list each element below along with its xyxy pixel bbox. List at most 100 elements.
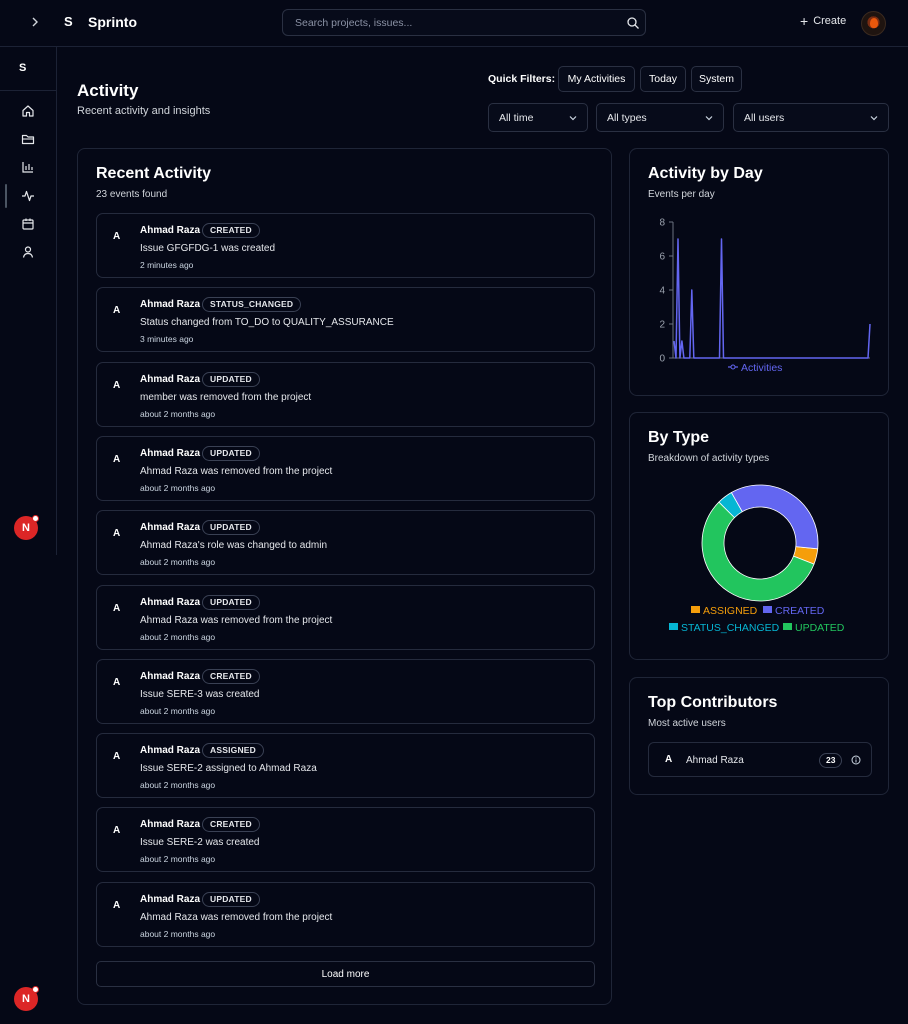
info-icon[interactable] [851, 755, 861, 765]
activity-user: Ahmad Raza [140, 670, 201, 682]
activity-time: about 2 months ago [140, 705, 216, 716]
by-type-subtitle: Breakdown of activity types [648, 453, 770, 464]
sidebar-logo[interactable]: S [19, 62, 27, 74]
sidebar-divider [0, 90, 57, 91]
activity-avatar: A [113, 751, 121, 763]
activity-item[interactable]: A Ahmad Raza CREATED Issue GFGFDG-1 was cre… [96, 213, 595, 278]
activity-time: about 2 months ago [140, 928, 216, 939]
search-box[interactable] [282, 9, 646, 36]
user-icon[interactable] [19, 243, 37, 261]
by-type-card: By Type Breakdown of activity types ASSI… [629, 412, 889, 660]
page-subtitle: Recent activity and insights [77, 105, 211, 117]
notification-badge-bottom[interactable]: N [14, 986, 39, 1011]
activity-time: 3 minutes ago [140, 334, 194, 345]
page-title: Activity [77, 81, 139, 100]
load-more-button[interactable]: Load more [96, 961, 595, 987]
notification-badge[interactable]: N [14, 515, 39, 540]
y-tick-label: 6 [659, 252, 665, 263]
filter-today-button[interactable]: Today [640, 66, 686, 92]
activity-item[interactable]: A Ahmad Raza UPDATED member was removed fro… [96, 361, 595, 427]
activity-time: about 2 months ago [140, 780, 216, 791]
activity-item[interactable]: A Ahmad Raza UPDATED Ahmad Raza was removed… [96, 584, 595, 650]
activity-icon[interactable] [19, 187, 37, 205]
contributor-avatar: A [665, 754, 673, 765]
activity-time: about 2 months ago [140, 408, 216, 419]
activity-type-badge: CREATED [202, 817, 260, 833]
activity-time: about 2 months ago [140, 854, 216, 865]
legend-point-marker [730, 364, 736, 370]
activity-description: Issue SERE-2 assigned to Ahmad Raza [140, 763, 317, 775]
calendar-icon[interactable] [19, 215, 37, 233]
filter-system-button[interactable]: System [691, 66, 742, 92]
type-select[interactable]: All types [596, 103, 724, 132]
activity-type-badge: CREATED [202, 223, 260, 238]
activity-by-day-card: Activity by Day Events per day 0 2 4 6 8 Acti… [629, 148, 889, 396]
bar-chart-icon[interactable] [19, 158, 37, 176]
activity-item[interactable]: A Ahmad Raza ASSIGNED Issue SERE-2 assigned… [96, 733, 595, 799]
activity-item[interactable]: A Ahmad Raza UPDATED Ahmad Raza was removed… [96, 881, 595, 947]
legend-created: CREATED [775, 605, 825, 617]
activity-user: Ahmad Raza [140, 745, 201, 757]
home-icon[interactable] [19, 102, 37, 120]
activity-item[interactable]: A Ahmad Raza UPDATED Ahmad Raza's role was … [96, 510, 595, 576]
activity-user: Ahmad Raza [140, 299, 201, 311]
search-input[interactable] [283, 10, 645, 35]
activity-by-day-title: Activity by Day [648, 165, 763, 182]
events-count: 23 events found [96, 189, 168, 200]
activity-user: Ahmad Raza [140, 522, 201, 534]
activity-description: Ahmad Raza was removed from the project [140, 614, 333, 626]
by-type-title: By Type [648, 429, 710, 446]
user-avatar[interactable] [861, 11, 886, 36]
chevron-right-icon[interactable] [26, 13, 44, 33]
y-tick-label: 0 [659, 354, 665, 365]
contributor-count-badge: 23 [819, 753, 843, 768]
legend-swatch [783, 623, 792, 630]
chevron-down-icon [870, 116, 878, 121]
legend-swatch [691, 606, 700, 613]
activity-user: Ahmad Raza [140, 373, 201, 385]
logo-mark[interactable]: S [64, 14, 73, 29]
activity-time: 2 minutes ago [140, 260, 194, 270]
filter-my-activities-button[interactable]: My Activities [558, 66, 635, 92]
contributor-row[interactable]: A Ahmad Raza 23 [648, 742, 872, 777]
activity-avatar: A [113, 825, 121, 837]
user-select[interactable]: All users [733, 103, 889, 132]
legend-assigned: ASSIGNED [703, 605, 758, 617]
activity-user: Ahmad Raza [140, 447, 201, 459]
legend-updated: UPDATED [795, 622, 845, 634]
legend-status-changed: STATUS_CHANGED [681, 622, 780, 634]
legend-swatch [763, 606, 772, 613]
time-select[interactable]: All time [488, 103, 588, 132]
activity-item[interactable]: A Ahmad Raza CREATED Issue SERE-3 was creat… [96, 658, 595, 724]
activity-by-day-subtitle: Events per day [648, 189, 715, 200]
activity-type-badge: ASSIGNED [202, 743, 264, 759]
activity-description: Status changed from TO_DO to QUALITY_ASS… [140, 317, 394, 329]
chevron-down-icon [705, 116, 713, 121]
create-label: Create [813, 15, 847, 27]
folder-icon[interactable] [19, 130, 37, 148]
activity-item[interactable]: A Ahmad Raza CREATED Issue SERE-2 was creat… [96, 807, 595, 873]
activity-user: Ahmad Raza [140, 893, 201, 905]
top-contributors-card: Top Contributors Most active users A Ahm… [629, 677, 889, 795]
chevron-down-icon [569, 116, 577, 121]
activity-line-chart: 0 2 4 6 8 Activities [659, 218, 871, 374]
activity-item[interactable]: A Ahmad Raza STATUS_CHANGED Status changed … [96, 287, 595, 353]
activity-type-badge: UPDATED [202, 520, 260, 536]
notification-letter: N [22, 993, 30, 1005]
activity-user: Ahmad Raza [140, 819, 201, 831]
activity-item[interactable]: A Ahmad Raza UPDATED Ahmad Raza was removed… [96, 435, 595, 501]
activity-time: about 2 months ago [140, 631, 216, 642]
activities-series-line [673, 238, 871, 359]
activity-description: Ahmad Raza's role was changed to admin [140, 540, 328, 552]
line-legend: Activities [728, 362, 782, 374]
create-button[interactable]: + Create [800, 14, 847, 28]
activity-type-badge: UPDATED [202, 891, 260, 907]
notification-dot [32, 515, 39, 522]
activity-type-badge: UPDATED [202, 445, 260, 461]
notification-dot [32, 986, 39, 993]
top-contributors-title: Top Contributors [648, 694, 778, 711]
quick-filters-label: Quick Filters: [488, 73, 556, 85]
app-title[interactable]: Sprinto [88, 14, 137, 30]
legend-activities: Activities [741, 362, 782, 374]
search-icon[interactable] [626, 16, 640, 30]
